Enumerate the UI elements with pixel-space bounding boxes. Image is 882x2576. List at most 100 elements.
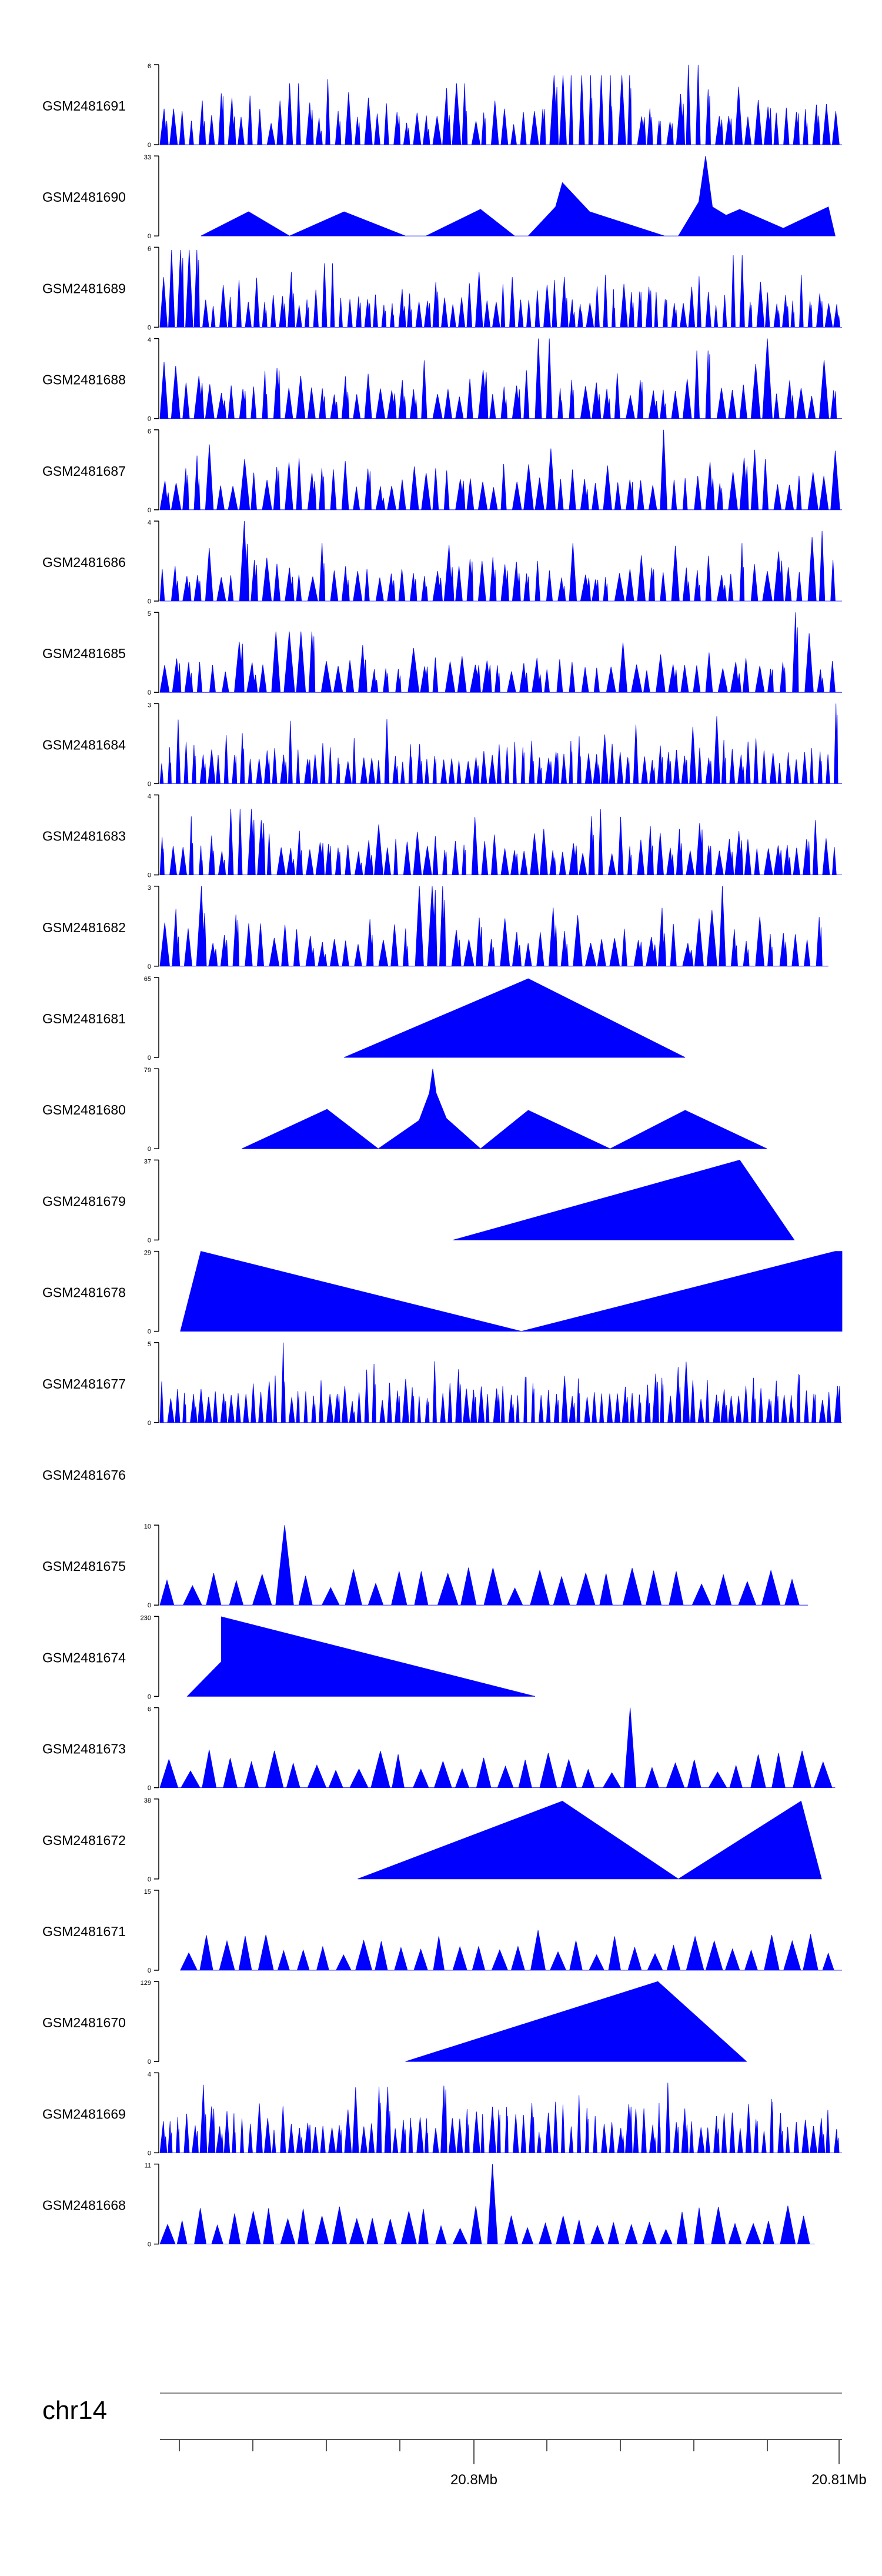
track-label: GSM2481679 bbox=[42, 1193, 126, 1209]
coverage-area bbox=[180, 1930, 842, 1971]
track-label: GSM2481683 bbox=[42, 829, 126, 844]
coverage-area bbox=[159, 886, 828, 967]
y-max-label: 4 bbox=[148, 519, 151, 526]
y-max-label: 65 bbox=[144, 976, 151, 983]
y-max-label: 5 bbox=[148, 610, 151, 618]
y-max-label: 6 bbox=[148, 428, 151, 435]
track-label: GSM2481673 bbox=[42, 1741, 126, 1757]
track-GSM2481685: GSM2481685 5 0 bbox=[42, 610, 842, 696]
track-label: GSM2481690 bbox=[42, 189, 126, 205]
track-GSM2481677: GSM2481677 5 0 bbox=[42, 1341, 842, 1427]
y-max-label: 38 bbox=[144, 1797, 151, 1804]
track-label: GSM2481689 bbox=[42, 281, 126, 296]
coverage-area bbox=[159, 64, 842, 145]
y-max-label: 3 bbox=[148, 702, 151, 709]
track-label: GSM2481680 bbox=[42, 1102, 126, 1117]
track-GSM2481682: GSM2481682 3 0 bbox=[42, 885, 828, 970]
y-min-label: 0 bbox=[148, 963, 151, 970]
y-min-label: 0 bbox=[148, 1693, 151, 1700]
y-min-label: 0 bbox=[148, 1237, 151, 1244]
y-max-label: 3 bbox=[148, 885, 151, 892]
coverage-area bbox=[159, 2083, 842, 2153]
track-GSM2481672: GSM2481672 38 0 bbox=[42, 1797, 822, 1883]
track-label: GSM2481676 bbox=[42, 1467, 126, 1483]
y-max-label: 79 bbox=[144, 1067, 151, 1074]
track-GSM2481691: GSM2481691 6 0 bbox=[42, 63, 842, 149]
y-max-label: 5 bbox=[148, 1341, 151, 1348]
coverage-area bbox=[159, 1707, 836, 1788]
track-GSM2481687: GSM2481687 6 0 bbox=[42, 428, 842, 514]
track-label: GSM2481687 bbox=[42, 463, 126, 479]
y-max-label: 29 bbox=[144, 1250, 151, 1257]
track-GSM2481671: GSM2481671 15 0 bbox=[42, 1888, 842, 1974]
y-min-label: 0 bbox=[148, 142, 151, 149]
tick-label-20.8mb: 20.8Mb bbox=[450, 2472, 497, 2488]
y-max-label: 6 bbox=[148, 63, 151, 70]
track-label: GSM2481681 bbox=[42, 1011, 126, 1026]
track-label: GSM2481677 bbox=[42, 1376, 126, 1392]
coverage-area bbox=[159, 429, 842, 510]
track-GSM2481684: GSM2481684 3 0 bbox=[42, 702, 842, 788]
track-label: GSM2481688 bbox=[42, 372, 126, 388]
track-label: GSM2481684 bbox=[42, 737, 126, 752]
track-GSM2481675: GSM2481675 10 0 bbox=[42, 1523, 808, 1609]
track-GSM2481683: GSM2481683 4 0 bbox=[42, 793, 842, 879]
track-label: GSM2481675 bbox=[42, 1559, 126, 1574]
track-label: GSM2481668 bbox=[42, 2198, 126, 2213]
y-min-label: 0 bbox=[148, 1329, 151, 1336]
tick-label-20.81mb: 20.81Mb bbox=[811, 2472, 866, 2488]
y-min-label: 0 bbox=[148, 1146, 151, 1153]
y-min-label: 0 bbox=[148, 2058, 151, 2066]
coverage-area bbox=[358, 1800, 822, 1880]
y-min-label: 0 bbox=[148, 2241, 151, 2248]
coverage-area bbox=[242, 1069, 767, 1149]
coverage-area bbox=[159, 2164, 815, 2244]
y-max-label: 4 bbox=[148, 793, 151, 800]
y-min-label: 0 bbox=[148, 416, 151, 423]
y-min-label: 0 bbox=[148, 2150, 151, 2157]
coverage-area bbox=[159, 338, 842, 419]
track-label: GSM2481670 bbox=[42, 2015, 126, 2030]
y-max-label: 4 bbox=[148, 2071, 151, 2078]
y-min-label: 0 bbox=[148, 1602, 151, 1609]
y-max-label: 129 bbox=[141, 1980, 151, 1987]
track-GSM2481678: GSM2481678 29 0 bbox=[42, 1250, 843, 1336]
y-min-label: 0 bbox=[148, 1967, 151, 1974]
y-max-label: 4 bbox=[148, 337, 151, 344]
y-min-label: 0 bbox=[148, 1420, 151, 1427]
track-label: GSM2481674 bbox=[42, 1650, 126, 1665]
y-max-label: 37 bbox=[144, 1158, 151, 1165]
y-max-label: 230 bbox=[141, 1614, 151, 1621]
track-label: GSM2481685 bbox=[42, 646, 126, 661]
coverage-area bbox=[344, 978, 686, 1058]
track-label: GSM2481669 bbox=[42, 2106, 126, 2121]
track-GSM2481676: GSM2481676 bbox=[42, 1467, 126, 1483]
y-min-label: 0 bbox=[148, 689, 151, 696]
track-GSM2481681: GSM2481681 65 0 bbox=[42, 976, 686, 1062]
track-label: GSM2481671 bbox=[42, 1924, 126, 1939]
genome-axis: chr14 20.8Mb 20.81Mb bbox=[42, 2393, 867, 2488]
track-GSM2481680: GSM2481680 79 0 bbox=[42, 1067, 767, 1153]
y-min-label: 0 bbox=[148, 507, 151, 514]
chromosome-label: chr14 bbox=[42, 2396, 107, 2425]
track-GSM2481669: GSM2481669 4 0 bbox=[42, 2071, 842, 2157]
y-min-label: 0 bbox=[148, 324, 151, 331]
coverage-area bbox=[159, 703, 842, 784]
track-GSM2481668: GSM2481668 11 0 bbox=[42, 2163, 815, 2248]
track-group: GSM248169160GSM2481690330GSM248168960GSM… bbox=[42, 63, 843, 2248]
y-max-label: 6 bbox=[148, 245, 151, 252]
y-min-label: 0 bbox=[148, 780, 151, 788]
track-GSM2481690: GSM2481690 33 0 bbox=[42, 154, 836, 240]
y-min-label: 0 bbox=[148, 598, 151, 605]
y-min-label: 0 bbox=[148, 1876, 151, 1883]
coverage-area bbox=[453, 1159, 795, 1240]
coverage-area bbox=[159, 520, 842, 602]
y-max-label: 33 bbox=[144, 154, 151, 161]
track-label: GSM2481691 bbox=[42, 98, 126, 114]
y-max-label: 6 bbox=[148, 1706, 151, 1713]
track-GSM2481670: GSM2481670 129 0 bbox=[42, 1980, 747, 2066]
coverage-area bbox=[159, 612, 842, 693]
y-max-label: 10 bbox=[144, 1523, 151, 1530]
track-GSM2481674: GSM2481674 230 0 bbox=[42, 1614, 536, 1700]
